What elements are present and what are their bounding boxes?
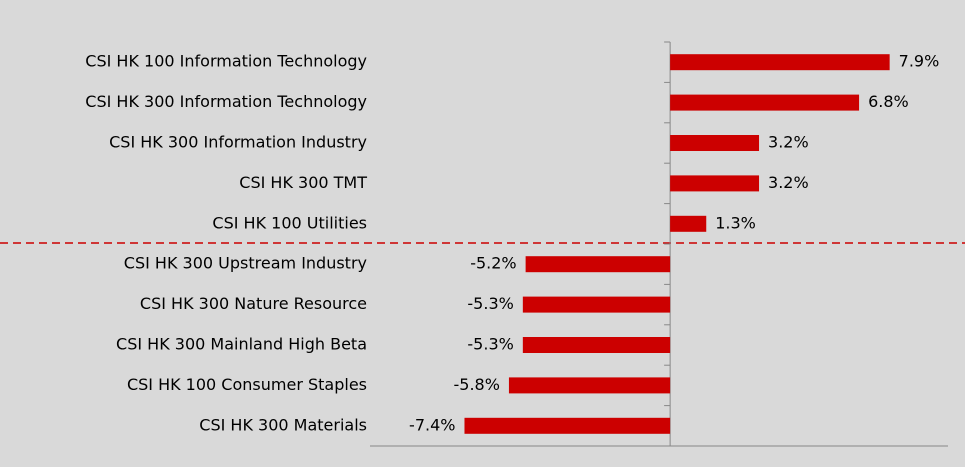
category-label: CSI HK 100 Consumer Staples: [127, 375, 367, 394]
value-label: 7.9%: [899, 52, 940, 71]
category-label: CSI HK 300 TMT: [239, 173, 367, 192]
bar: [464, 417, 671, 434]
bar: [522, 337, 671, 353]
bar: [670, 135, 760, 151]
bar: [525, 256, 671, 273]
value-label: -5.8%: [454, 375, 500, 394]
value-label: -5.3%: [467, 335, 513, 354]
bar: [670, 94, 860, 111]
category-label: CSI HK 300 Information Industry: [109, 133, 367, 152]
bar: [670, 54, 890, 71]
category-label: CSI HK 300 Nature Resource: [140, 294, 367, 313]
category-label: CSI HK 100 Utilities: [212, 213, 367, 232]
value-label: -5.2%: [470, 254, 516, 273]
value-label: 6.8%: [868, 92, 909, 111]
category-label: CSI HK 300 Materials: [199, 415, 367, 434]
bar: [508, 377, 671, 394]
value-label: -5.3%: [467, 294, 513, 313]
category-label: CSI HK 300 Mainland High Beta: [116, 335, 367, 354]
category-label: CSI HK 300 Upstream Industry: [124, 254, 367, 273]
value-label: 1.3%: [715, 213, 756, 232]
category-label: CSI HK 300 Information Technology: [85, 92, 367, 111]
bar: [670, 215, 707, 232]
bar: [522, 296, 671, 313]
category-label: CSI HK 100 Information Technology: [85, 52, 367, 71]
value-label: 3.2%: [768, 173, 809, 192]
value-label: 3.2%: [768, 133, 809, 152]
bar: [670, 175, 760, 192]
value-label: -7.4%: [409, 415, 455, 434]
